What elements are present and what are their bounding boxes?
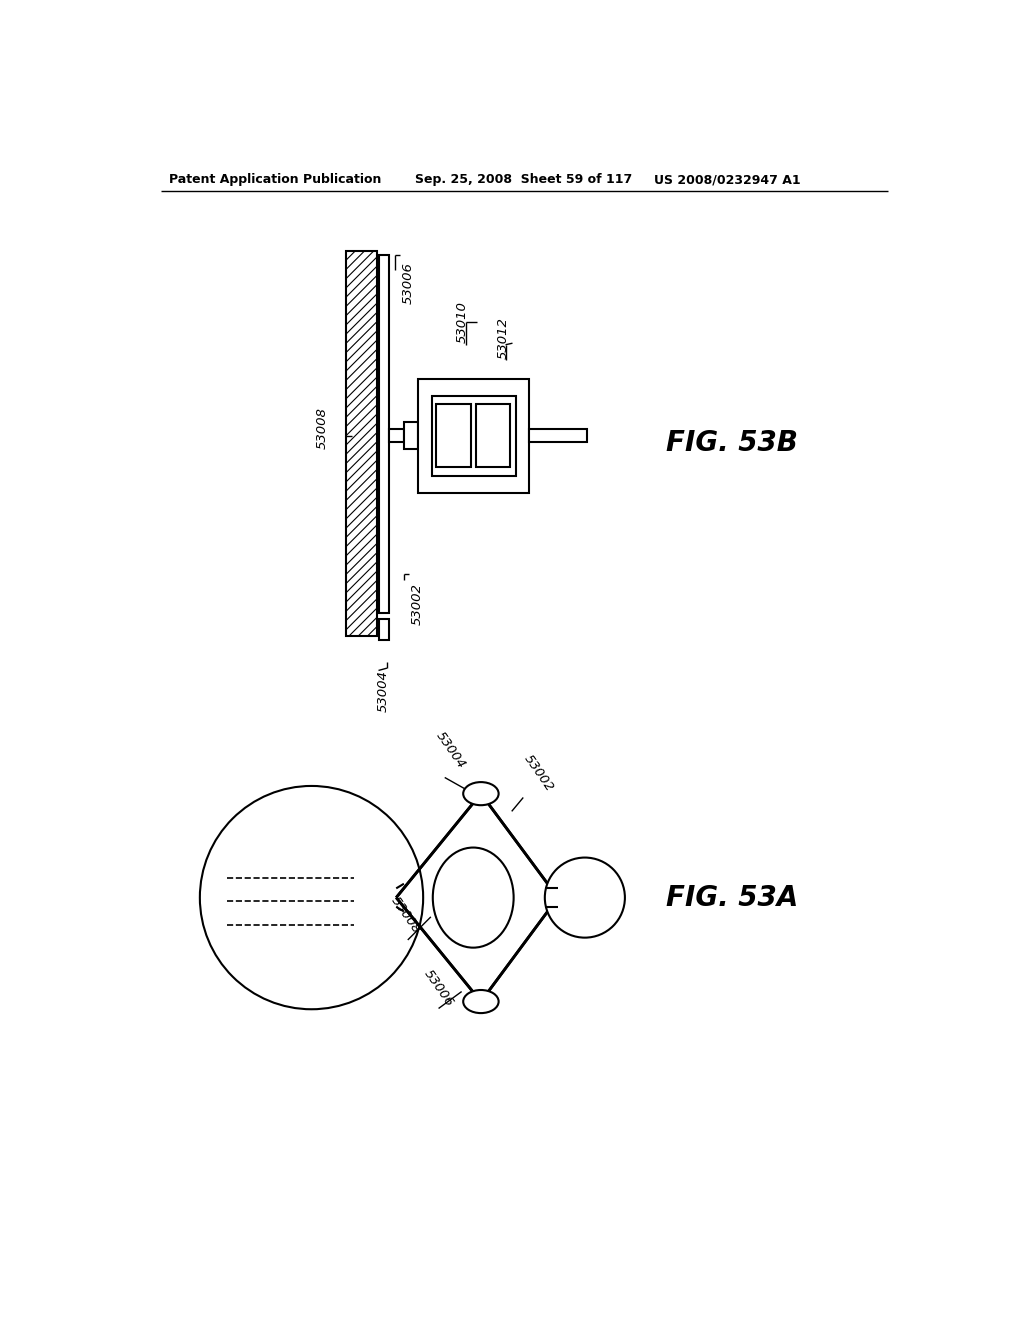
Bar <box>436 404 471 467</box>
Text: 53004: 53004 <box>377 669 390 711</box>
Text: 53006: 53006 <box>422 968 457 1010</box>
Bar <box>388 429 403 442</box>
Bar <box>379 619 388 640</box>
Text: 53008: 53008 <box>388 895 423 936</box>
Bar <box>418 379 529 492</box>
Bar <box>403 422 418 449</box>
Bar <box>379 255 388 612</box>
Bar <box>529 429 587 442</box>
Text: 53012: 53012 <box>497 317 509 359</box>
Text: 53004: 53004 <box>433 729 468 771</box>
Text: 53008: 53008 <box>315 407 329 449</box>
Text: US 2008/0232947 A1: US 2008/0232947 A1 <box>654 173 801 186</box>
Bar <box>346 251 377 636</box>
Circle shape <box>545 858 625 937</box>
Bar <box>475 404 510 467</box>
Ellipse shape <box>463 990 499 1014</box>
Text: 53010: 53010 <box>456 301 469 343</box>
Text: 53002: 53002 <box>411 583 424 626</box>
Text: FIG. 53A: FIG. 53A <box>666 883 798 912</box>
Text: 53006: 53006 <box>401 263 415 304</box>
Text: Sep. 25, 2008  Sheet 59 of 117: Sep. 25, 2008 Sheet 59 of 117 <box>416 173 633 186</box>
Text: FIG. 53B: FIG. 53B <box>666 429 798 457</box>
Text: Patent Application Publication: Patent Application Publication <box>169 173 381 186</box>
Ellipse shape <box>463 781 499 805</box>
Ellipse shape <box>433 847 514 948</box>
Text: 53002: 53002 <box>521 752 556 793</box>
Bar <box>432 396 515 475</box>
